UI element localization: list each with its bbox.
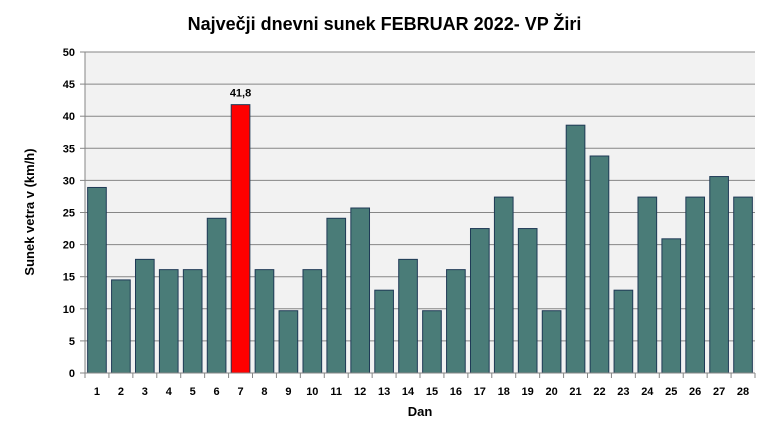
bar xyxy=(565,124,586,374)
bar xyxy=(685,196,706,374)
x-tick-label: 24 xyxy=(641,386,654,398)
bar xyxy=(206,217,227,374)
x-tick-label: 25 xyxy=(665,386,677,398)
bar xyxy=(111,279,131,374)
bar-highlight xyxy=(230,104,251,374)
bar xyxy=(134,258,155,374)
bar xyxy=(398,258,418,374)
y-tick-label: 5 xyxy=(69,336,75,348)
bar xyxy=(446,269,466,374)
y-tick-label: 25 xyxy=(63,208,75,220)
x-tick-label: 13 xyxy=(378,386,390,398)
bar xyxy=(158,269,179,374)
bar xyxy=(87,186,107,374)
y-tick-label: 20 xyxy=(63,240,75,252)
x-tick-label: 11 xyxy=(330,386,342,398)
bar xyxy=(350,207,371,374)
bar xyxy=(493,196,514,374)
bar xyxy=(637,196,658,374)
y-tick-label: 10 xyxy=(63,304,75,316)
x-axis-title: Dan xyxy=(408,404,433,419)
x-tick-label: 9 xyxy=(285,386,291,398)
bar xyxy=(326,217,347,374)
y-tick-label: 30 xyxy=(63,175,75,187)
y-tick-label: 45 xyxy=(63,79,75,91)
y-tick-label: 40 xyxy=(63,111,75,123)
x-tick-label: 12 xyxy=(354,386,366,398)
bar xyxy=(733,196,753,374)
x-tick-label: 27 xyxy=(713,386,725,398)
bar xyxy=(254,269,275,374)
x-tick-label: 4 xyxy=(166,386,173,398)
x-axis-ticks: 1 2 3 4 5 6 7 8 9 10 11 12 13 14 15 16 17 18 19 20 21 22 23 24 2… xyxy=(84,373,756,398)
bar xyxy=(374,289,394,374)
x-tick-label: 23 xyxy=(617,386,629,398)
x-tick-label: 21 xyxy=(569,386,581,398)
bar xyxy=(589,155,610,374)
x-tick-label: 15 xyxy=(426,386,438,398)
bar xyxy=(517,228,538,374)
y-tick-label: 50 xyxy=(63,47,75,59)
x-tick-label: 1 xyxy=(94,386,100,398)
x-tick-label: 22 xyxy=(593,386,605,398)
y-axis-title: Sunek vetra v (km/h) xyxy=(22,148,37,275)
bar xyxy=(661,238,682,374)
y-tick-label: 15 xyxy=(63,272,75,284)
x-tick-label: 3 xyxy=(142,386,148,398)
bar xyxy=(278,310,299,374)
bar xyxy=(541,310,562,374)
x-tick-label: 8 xyxy=(261,386,267,398)
y-axis-ticks: 0 5 10 15 20 25 30 35 40 45 50 xyxy=(63,47,85,380)
x-tick-label: 2 xyxy=(118,386,124,398)
bar xyxy=(613,289,634,374)
x-tick-label: 19 xyxy=(522,386,534,398)
bar xyxy=(422,310,442,374)
y-tick-label: 35 xyxy=(63,143,75,155)
x-tick-label: 14 xyxy=(402,386,415,398)
x-tick-label: 20 xyxy=(545,386,557,398)
data-labels: 41,8 xyxy=(230,88,251,100)
x-tick-label: 6 xyxy=(214,386,220,398)
x-tick-label: 18 xyxy=(498,386,510,398)
bars xyxy=(87,104,753,374)
x-tick-label: 28 xyxy=(737,386,749,398)
bar xyxy=(182,269,203,374)
bar xyxy=(469,228,490,374)
chart-title: Največji dnevni sunek FEBRUAR 2022- VP Ž… xyxy=(188,13,582,34)
x-tick-label: 26 xyxy=(689,386,701,398)
bar xyxy=(709,176,729,374)
bar xyxy=(302,269,323,374)
x-tick-label: 17 xyxy=(474,386,486,398)
x-tick-label: 5 xyxy=(190,386,196,398)
x-tick-label: 7 xyxy=(237,386,243,398)
data-label: 41,8 xyxy=(230,88,251,100)
x-tick-label: 16 xyxy=(450,386,462,398)
x-tick-label: 10 xyxy=(306,386,318,398)
y-tick-label: 0 xyxy=(69,368,75,380)
